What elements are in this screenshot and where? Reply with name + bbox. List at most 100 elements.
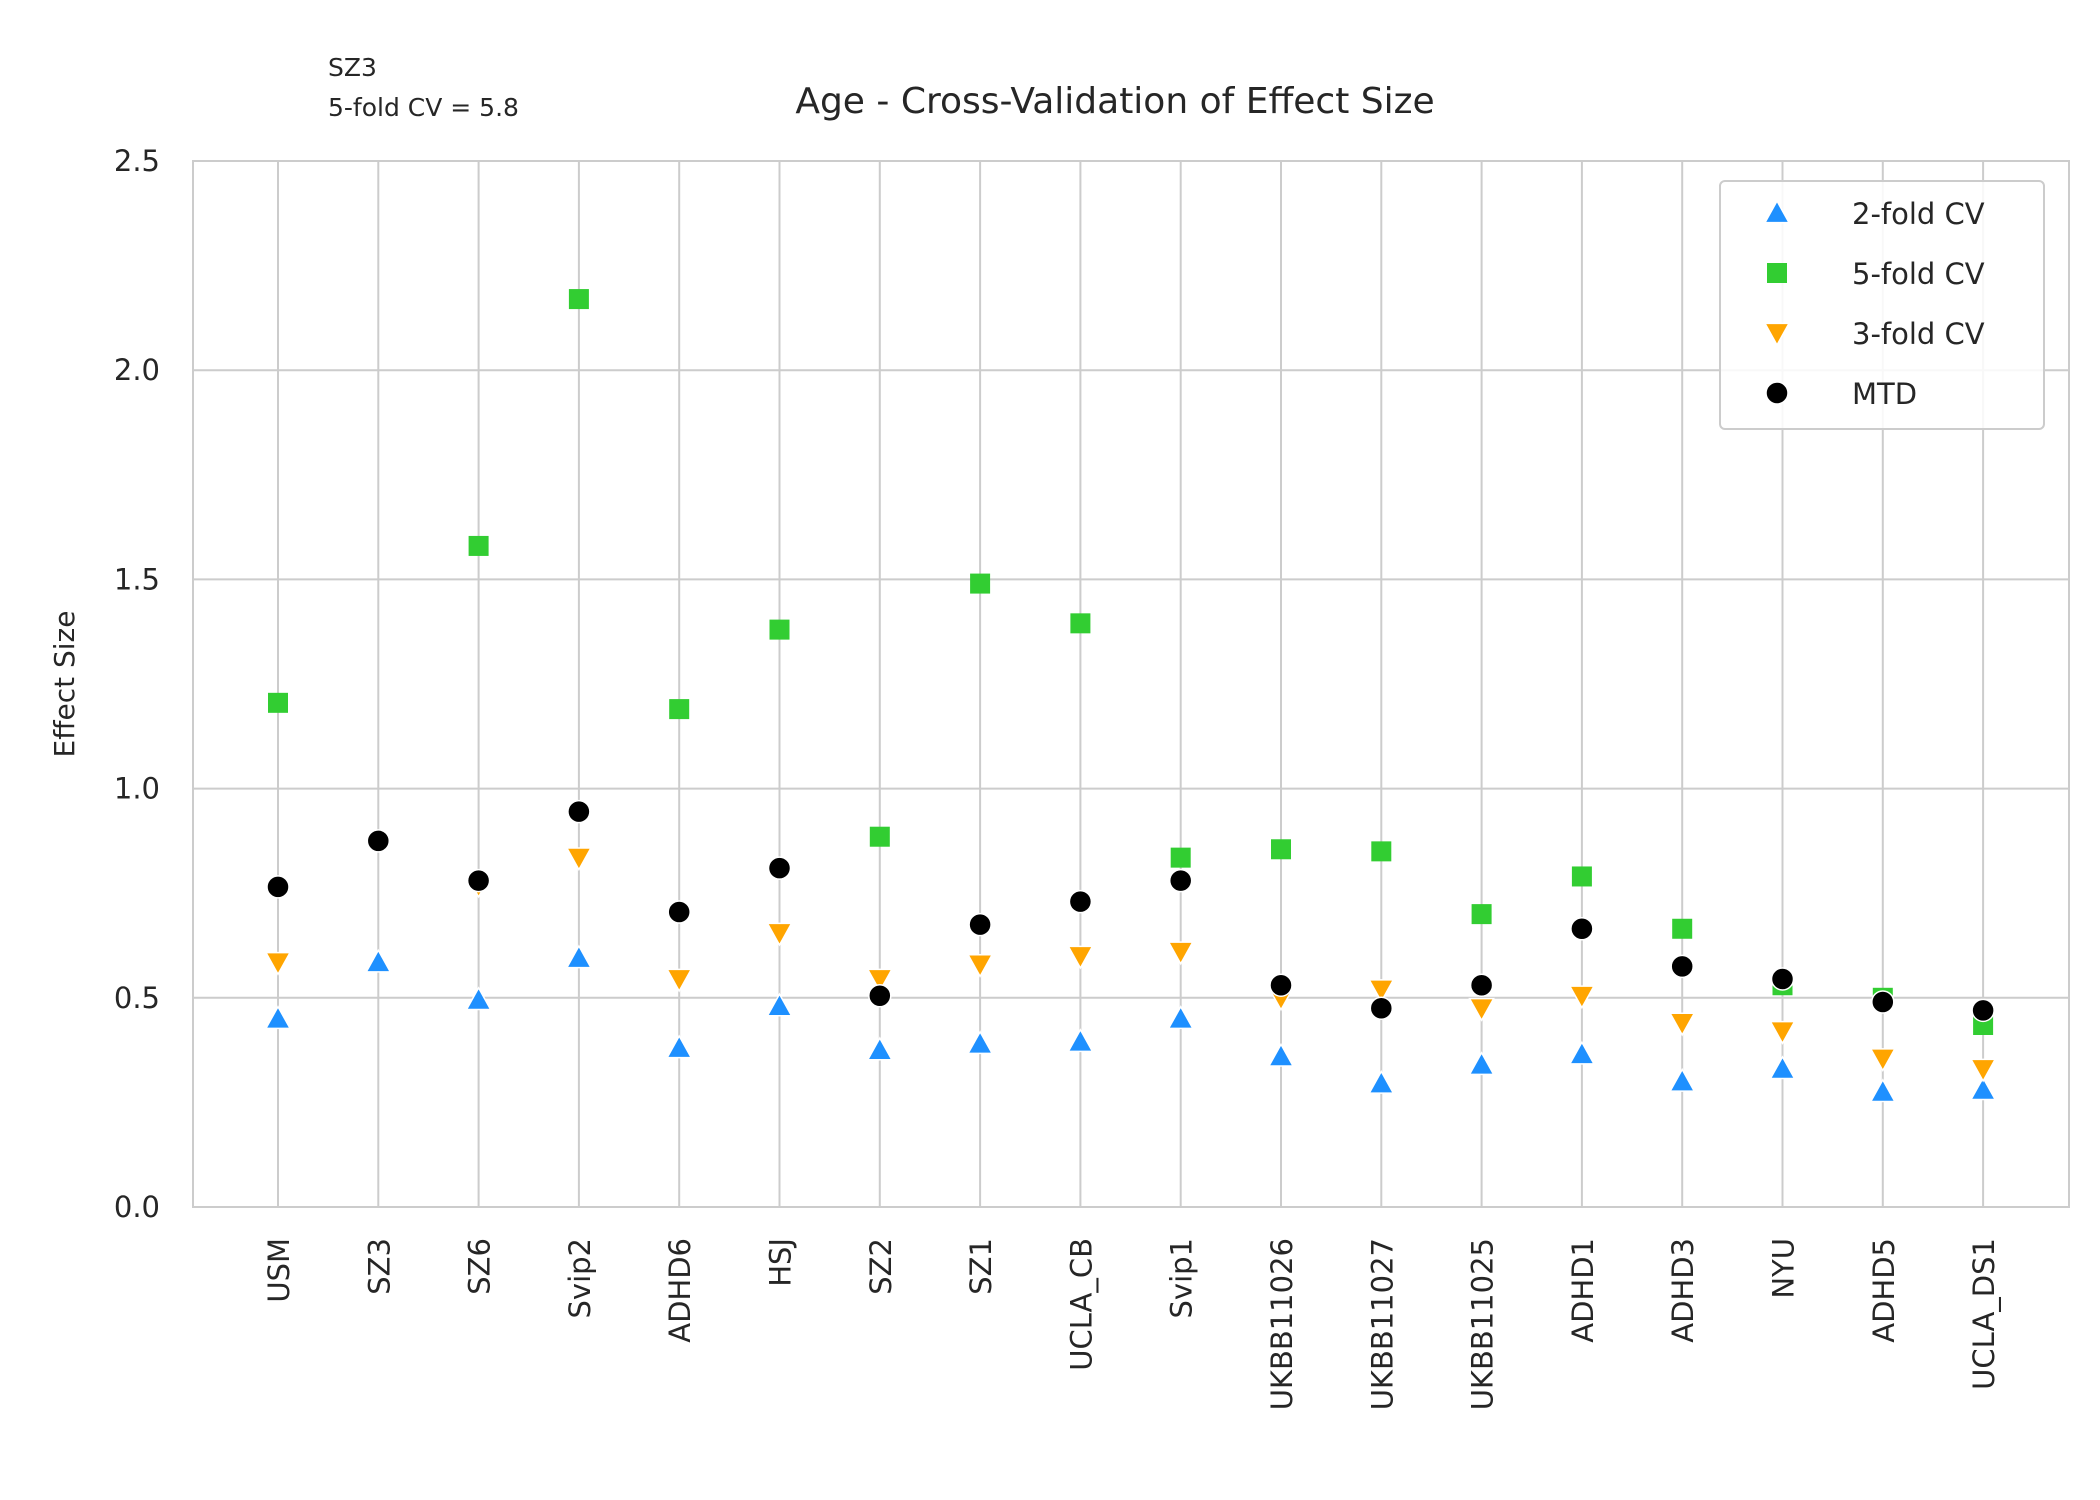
x-tick-labels: USM SZ3 SZ6 Svip2 ADHD6 HSJ SZ2 SZ1 UCLA_CB Svip1… <box>262 1238 2001 1410</box>
data-point <box>767 856 792 880</box>
data-point <box>1068 889 1093 914</box>
data-point <box>868 983 892 1008</box>
legend-entry: 3-fold CV <box>1763 317 1985 351</box>
data-point <box>1469 973 1494 997</box>
data-point <box>769 619 790 640</box>
data-points <box>264 289 1997 1103</box>
x-tick-label: UKBB11027 <box>1365 1238 1399 1410</box>
data-point <box>568 289 589 310</box>
x-tick-label: SZ1 <box>964 1238 998 1295</box>
x-tick-label: SZ3 <box>362 1238 396 1295</box>
data-point <box>1067 1028 1094 1053</box>
x-tick-label: SZ6 <box>463 1238 497 1295</box>
data-point <box>465 986 492 1011</box>
data-point <box>1369 996 1394 1021</box>
data-point <box>766 992 793 1017</box>
chart-annotation-line-2: 5-fold CV = 5.8 <box>328 93 519 122</box>
x-tick-label: ADHD6 <box>663 1238 697 1343</box>
y-axis-label: Effect Size <box>48 611 81 758</box>
data-point <box>1969 1058 1997 1083</box>
legend-label: 5-fold CV <box>1852 257 1985 291</box>
data-point <box>1269 973 1293 997</box>
data-point <box>1871 990 1895 1014</box>
legend-marker <box>1763 322 1791 347</box>
data-point <box>766 922 793 947</box>
data-point <box>1969 1076 1997 1101</box>
data-point <box>1167 1005 1194 1030</box>
x-tick-label: UKBB11025 <box>1466 1238 1500 1410</box>
data-point <box>264 951 292 976</box>
data-point <box>869 826 890 847</box>
x-tick-label: ADHD5 <box>1867 1238 1901 1343</box>
data-point <box>565 944 593 969</box>
x-tick-label: UCLA_DS1 <box>1967 1238 2001 1390</box>
data-point <box>1271 839 1291 860</box>
y-tick-label: 1.0 <box>114 772 160 806</box>
x-tick-label: HSJ <box>764 1238 798 1287</box>
data-point <box>970 573 991 594</box>
data-point <box>1668 1067 1696 1092</box>
data-point <box>266 875 290 899</box>
data-point <box>466 868 491 893</box>
data-point <box>1468 1051 1495 1076</box>
legend-label: 3-fold CV <box>1852 317 1985 351</box>
data-point <box>665 1034 693 1059</box>
data-point <box>268 692 288 713</box>
series-2-fold-cv <box>264 944 1997 1103</box>
data-point <box>1571 866 1592 887</box>
data-point <box>1770 967 1795 991</box>
data-point <box>1267 1042 1295 1067</box>
data-point <box>1468 997 1495 1022</box>
legend-label: 2-fold CV <box>1852 197 1985 231</box>
x-tick-label: ADHD1 <box>1566 1238 1600 1343</box>
legend-marker <box>1767 263 1787 283</box>
data-point <box>1368 979 1395 1003</box>
data-point <box>1170 847 1191 868</box>
data-point <box>264 1005 292 1030</box>
legend-entry: 2-fold CV <box>1763 197 1985 231</box>
legend-box <box>1719 180 2045 430</box>
data-point <box>1670 954 1694 979</box>
data-point <box>1070 613 1091 634</box>
data-point <box>365 948 392 973</box>
x-tick-label: Svip2 <box>563 1238 597 1319</box>
legend-entry: MTD <box>1765 377 1917 411</box>
data-point <box>966 953 994 978</box>
x-tick-label: Svip1 <box>1165 1238 1199 1319</box>
data-point <box>1570 917 1594 941</box>
y-tick-label: 2.0 <box>114 353 160 387</box>
data-point <box>1368 1070 1395 1094</box>
series-3-fold-cv <box>264 847 1997 1083</box>
y-tick-label: 0.0 <box>114 1190 160 1224</box>
x-tick-label: USM <box>262 1238 296 1303</box>
x-tick-label: SZ2 <box>864 1238 898 1295</box>
data-point <box>468 535 489 556</box>
data-point <box>968 912 992 937</box>
data-point <box>1568 1040 1596 1065</box>
data-point <box>366 829 391 853</box>
data-point <box>567 799 591 824</box>
chart-title: Age - Cross-Validation of Effect Size <box>795 81 1434 122</box>
data-point <box>1869 1048 1897 1073</box>
x-tick-label: NYU <box>1767 1238 1801 1299</box>
chart-annotation-line-1: SZ3 <box>328 53 377 82</box>
data-point <box>966 1030 994 1055</box>
data-point <box>1769 1055 1796 1080</box>
data-point <box>1668 1012 1696 1037</box>
y-tick-label: 2.5 <box>114 144 160 178</box>
data-point <box>1471 904 1492 925</box>
data-point <box>1672 918 1693 939</box>
legend: 2-fold CV 5-fold CV 3-fold CV MTD <box>1719 180 2045 430</box>
x-tick-label: UCLA_CB <box>1064 1238 1098 1371</box>
data-point <box>1769 1020 1796 1045</box>
series-mtd <box>266 799 1995 1023</box>
data-point <box>1971 998 1995 1023</box>
data-point <box>565 847 593 872</box>
data-point <box>1067 945 1094 970</box>
legend-marker <box>1763 199 1791 224</box>
data-point <box>1371 841 1392 862</box>
data-point <box>665 968 693 993</box>
data-point <box>866 1036 894 1061</box>
data-point <box>866 968 894 993</box>
